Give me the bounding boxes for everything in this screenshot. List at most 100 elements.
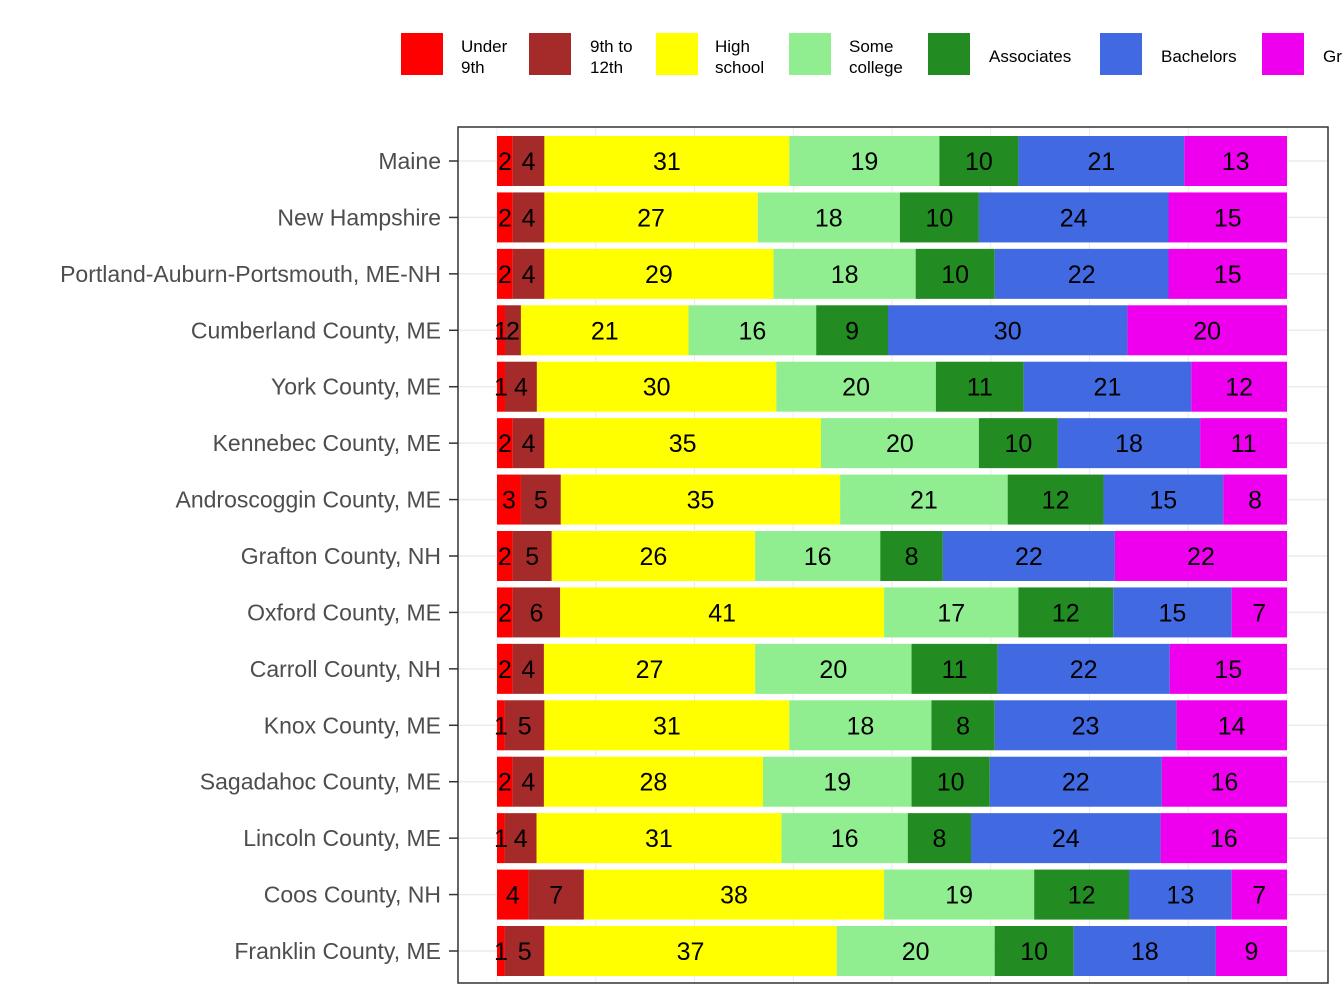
legend-key — [656, 33, 698, 75]
data-label: 19 — [823, 769, 851, 797]
y-tick-label: York County, ME — [271, 374, 441, 400]
data-label: 10 — [965, 148, 993, 176]
data-label: 31 — [645, 825, 673, 853]
data-label: 2 — [506, 317, 520, 345]
panel-border — [457, 126, 1329, 984]
bar-segment — [497, 305, 505, 356]
data-label: 10 — [937, 769, 965, 797]
bar-segment — [536, 361, 777, 412]
bar-segment — [1057, 418, 1201, 469]
data-label: 12 — [1068, 882, 1096, 910]
bar-segment — [935, 361, 1024, 412]
data-label: 28 — [640, 769, 668, 797]
data-label: 16 — [738, 317, 766, 345]
data-label: 2 — [498, 430, 512, 458]
data-label: 7 — [549, 882, 563, 910]
bar-segment — [504, 361, 537, 412]
y-tick-label: Androscoggin County, ME — [176, 487, 442, 513]
data-label: 18 — [1131, 938, 1159, 966]
bar-segment — [512, 248, 545, 299]
data-label: 27 — [636, 656, 664, 684]
data-label: 16 — [831, 825, 859, 853]
legend-label: school — [715, 58, 764, 77]
data-label: 5 — [518, 938, 532, 966]
bar-segment — [544, 700, 790, 751]
legend-label: 9th to — [590, 37, 633, 56]
data-label: 10 — [941, 261, 969, 289]
bar-segment — [915, 248, 995, 299]
bar-segment — [1169, 643, 1287, 694]
bar-segment — [536, 813, 782, 864]
bar-segment — [544, 136, 790, 186]
y-tick-label: Knox County, ME — [264, 712, 441, 738]
bar-segment — [911, 756, 990, 807]
y-tick-label: Portland-Auburn-Portsmouth, ME-NH — [60, 261, 441, 287]
bar-segment — [497, 869, 529, 920]
data-label: 12 — [1052, 599, 1080, 627]
data-label: 15 — [1214, 261, 1242, 289]
legend-label: Gr — [1323, 47, 1342, 66]
legend-key — [1262, 33, 1304, 75]
data-label: 22 — [1187, 543, 1215, 571]
data-label: 31 — [653, 712, 681, 740]
data-label: 2 — [498, 769, 512, 797]
legend-label: Associates — [989, 47, 1071, 66]
bar-segment — [757, 192, 900, 243]
data-label: 16 — [1210, 825, 1238, 853]
y-axis-labels: Maine New Hampshire Portland-Auburn-Portsm… — [60, 148, 458, 964]
bar-segment — [512, 643, 544, 694]
bar-segment — [497, 926, 505, 976]
legend-key — [529, 33, 571, 75]
data-label: 21 — [1094, 374, 1122, 402]
y-tick-label: Maine — [378, 148, 441, 174]
data-label: 19 — [850, 148, 878, 176]
y-tick-label: New Hampshire — [277, 204, 441, 230]
bar-segment — [781, 813, 908, 864]
legend-label: Under — [461, 37, 508, 56]
data-label: 1 — [494, 712, 508, 740]
data-label: 15 — [1149, 487, 1177, 515]
bar-segment — [880, 531, 943, 581]
data-label: 9 — [1244, 938, 1258, 966]
bar-segment — [504, 700, 545, 751]
data-label: 8 — [905, 543, 919, 571]
data-label: 18 — [846, 712, 874, 740]
bar-segment — [884, 587, 1019, 638]
bar-segment — [836, 926, 995, 976]
data-label: 6 — [530, 599, 544, 627]
bar-segment — [1200, 418, 1287, 469]
data-label: 10 — [925, 204, 953, 232]
bar-segment — [497, 418, 513, 469]
data-label: 5 — [525, 543, 539, 571]
legend: Under 9th 9th to 12th High school Some college A… — [401, 33, 1342, 77]
bar-segment — [497, 248, 513, 299]
data-label: 22 — [1062, 769, 1090, 797]
data-label: 14 — [1218, 712, 1246, 740]
bar-segment — [512, 587, 561, 638]
data-label: 20 — [886, 430, 914, 458]
data-label: 41 — [708, 599, 736, 627]
bar-segment — [543, 643, 756, 694]
bar-segment — [997, 643, 1170, 694]
bar-segment — [1191, 361, 1287, 412]
data-label: 16 — [804, 543, 832, 571]
legend-key — [1100, 33, 1142, 75]
bar-segment — [544, 192, 758, 243]
data-label: 21 — [910, 487, 938, 515]
bar-segment — [560, 474, 841, 525]
bar-segment — [1018, 136, 1185, 186]
data-label: 10 — [1020, 938, 1048, 966]
data-label: 35 — [669, 430, 697, 458]
data-label: 4 — [522, 261, 536, 289]
data-label: 1 — [494, 938, 508, 966]
data-label: 27 — [637, 204, 665, 232]
data-label: 5 — [518, 712, 532, 740]
bar-segment — [528, 869, 584, 920]
data-label: 18 — [831, 261, 859, 289]
bar-segment — [773, 248, 916, 299]
bar-segment — [512, 136, 545, 186]
bar-segment — [1168, 192, 1287, 243]
bar-segment — [911, 643, 998, 694]
